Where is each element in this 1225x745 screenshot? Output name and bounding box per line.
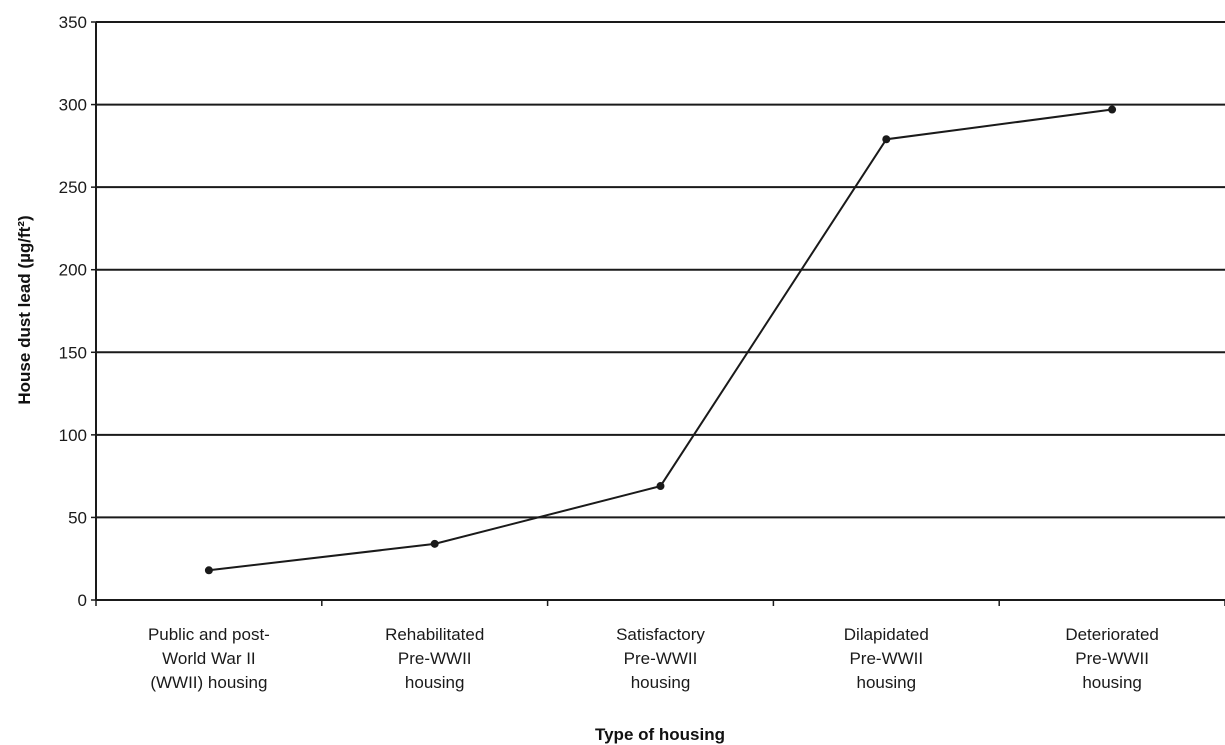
x-category-label-line: Deteriorated — [1065, 625, 1159, 644]
x-category-label-line: (WWII) housing — [150, 673, 267, 692]
x-category-label-line: Rehabilitated — [385, 625, 484, 644]
y-tick-label-200: 200 — [59, 261, 87, 280]
x-category-label-3: Satisfactory Pre-WWII housing — [616, 625, 705, 692]
y-tick-label-50: 50 — [68, 508, 87, 527]
x-category-label-line: Satisfactory — [616, 625, 705, 644]
axes — [91, 21, 1225, 606]
data-point-5 — [1108, 105, 1117, 114]
data-point-2 — [430, 539, 439, 548]
x-category-label-line: housing — [857, 673, 917, 692]
x-category-label-1: Public and post- World War II (WWII) housi… — [148, 625, 270, 692]
x-category-label-2: Rehabilitated Pre-WWII housing — [385, 625, 484, 692]
x-category-label-line: Pre-WWII — [1075, 649, 1149, 668]
x-axis-title: Type of housing — [595, 725, 725, 744]
series-line-group — [208, 108, 1113, 572]
y-axis-title: House dust lead (µg/ft²) — [15, 215, 34, 404]
data-points — [204, 105, 1117, 575]
x-category-label-line: housing — [1082, 673, 1142, 692]
x-category-label-line: Pre-WWII — [398, 649, 472, 668]
x-category-label-line: Pre-WWII — [624, 649, 698, 668]
data-point-1 — [204, 566, 213, 575]
data-point-3 — [656, 482, 665, 491]
x-category-label-line: World War II — [162, 649, 256, 668]
series-line-1 — [208, 108, 1113, 572]
y-tick-label-0: 0 — [78, 591, 87, 610]
x-category-label-5: Deteriorated Pre-WWII housing — [1065, 625, 1159, 692]
y-tick-labels: 0 50 100 150 200 250 300 350 — [59, 13, 87, 610]
x-category-label-line: housing — [405, 673, 465, 692]
x-category-label-line: Dilapidated — [844, 625, 929, 644]
y-tick-label-150: 150 — [59, 343, 87, 362]
y-tick-label-250: 250 — [59, 178, 87, 197]
y-tick-label-350: 350 — [59, 13, 87, 32]
x-category-labels: Public and post- World War II (WWII) housi… — [148, 625, 1159, 692]
x-category-label-line: Pre-WWII — [849, 649, 923, 668]
data-point-4 — [882, 135, 891, 144]
x-category-label-line: Public and post- — [148, 625, 270, 644]
x-category-label-4: Dilapidated Pre-WWII housing — [844, 625, 929, 692]
y-tick-label-300: 300 — [59, 96, 87, 115]
gridlines — [96, 21, 1225, 519]
x-category-label-line: housing — [631, 673, 691, 692]
y-tick-label-100: 100 — [59, 426, 87, 445]
